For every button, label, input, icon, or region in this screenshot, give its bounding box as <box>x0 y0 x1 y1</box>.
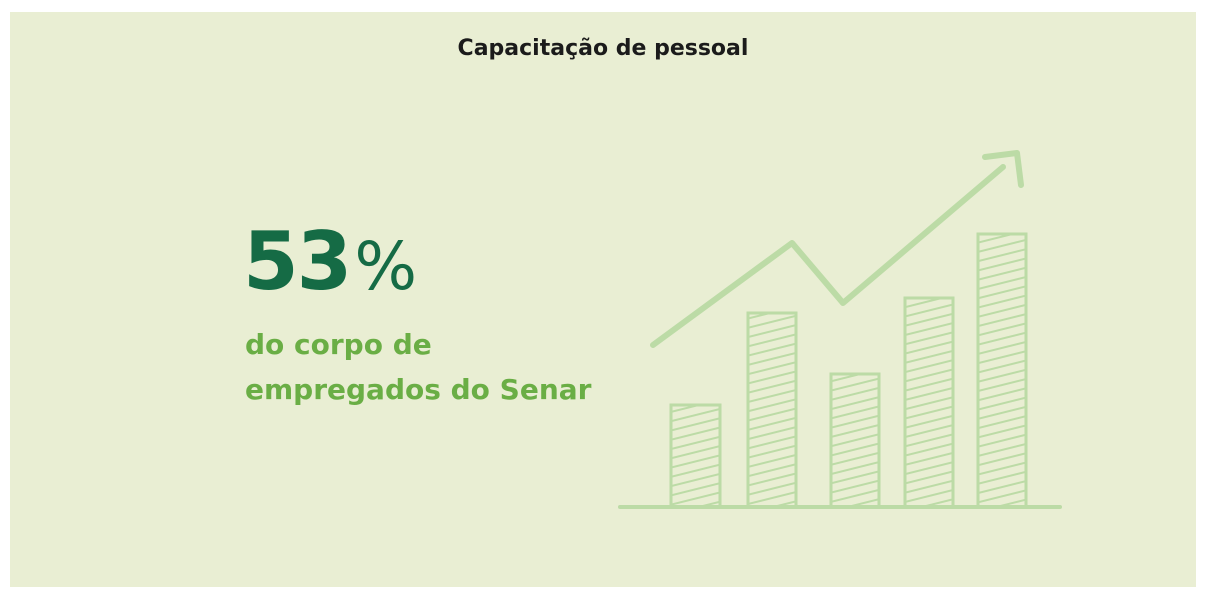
bar-illustration <box>905 298 953 507</box>
bars <box>671 234 1026 507</box>
bar-illustration <box>671 405 720 507</box>
bar-illustration <box>978 234 1026 507</box>
bar-illustration <box>831 374 879 507</box>
page: Capacitação de pessoal 53% do corpo de e… <box>0 0 1206 589</box>
illustration <box>0 0 1206 589</box>
bar-illustration <box>748 313 796 507</box>
